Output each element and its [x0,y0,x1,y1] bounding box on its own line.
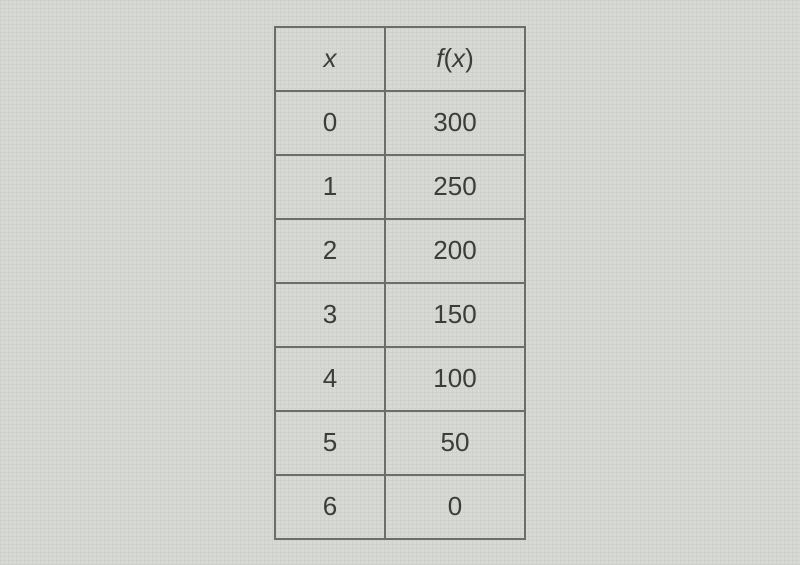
table-row: 1 250 [275,155,525,219]
cell-x: 2 [275,219,385,283]
table-row: 5 50 [275,411,525,475]
header-fx-open: ( [443,43,452,73]
table-row: 2 200 [275,219,525,283]
header-fx-x: x [452,43,465,73]
cell-x: 0 [275,91,385,155]
cell-fx: 250 [385,155,525,219]
function-table: x f(x) 0 300 1 250 2 200 3 150 4 100 5 5 [274,26,526,540]
table-row: 0 300 [275,91,525,155]
header-fx: f(x) [385,27,525,91]
header-fx-close: ) [465,43,474,73]
header-x: x [275,27,385,91]
cell-fx: 0 [385,475,525,539]
table-row: 3 150 [275,283,525,347]
table-body: 0 300 1 250 2 200 3 150 4 100 5 50 6 0 [275,91,525,539]
cell-x: 3 [275,283,385,347]
cell-fx: 50 [385,411,525,475]
table-row: 4 100 [275,347,525,411]
cell-x: 5 [275,411,385,475]
cell-x: 1 [275,155,385,219]
cell-fx: 150 [385,283,525,347]
cell-x: 4 [275,347,385,411]
cell-fx: 200 [385,219,525,283]
table-row: 6 0 [275,475,525,539]
cell-fx: 300 [385,91,525,155]
table-header-row: x f(x) [275,27,525,91]
cell-fx: 100 [385,347,525,411]
cell-x: 6 [275,475,385,539]
